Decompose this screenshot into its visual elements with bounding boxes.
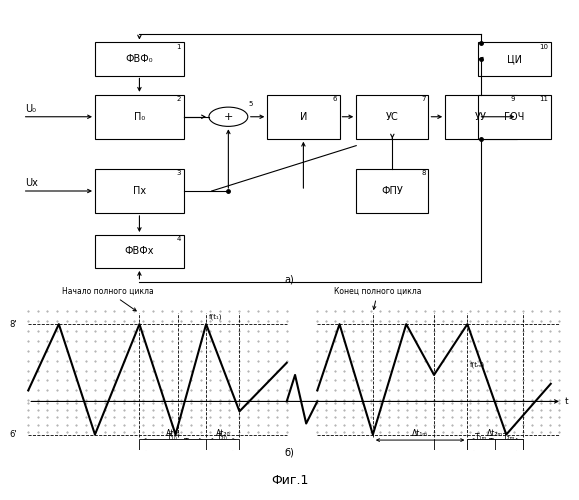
Text: T₂ₘ: T₂ₘ xyxy=(503,434,515,442)
Text: 3: 3 xyxy=(177,170,181,176)
Text: ФВФ₀: ФВФ₀ xyxy=(126,54,153,64)
Text: 8: 8 xyxy=(421,170,426,176)
Text: 6': 6' xyxy=(9,430,17,439)
Text: t: t xyxy=(565,397,568,406)
Text: Δt₂ₘ: Δt₂ₘ xyxy=(487,429,503,438)
Text: T₁₀: T₁₀ xyxy=(167,434,178,442)
Bar xyxy=(140,439,240,450)
Text: 2: 2 xyxy=(177,96,181,102)
Text: а): а) xyxy=(285,274,294,284)
Text: 7: 7 xyxy=(421,96,426,102)
Bar xyxy=(467,439,523,450)
Text: T₂₀: T₂₀ xyxy=(217,434,228,442)
Text: Δt₂₀: Δt₂₀ xyxy=(215,429,230,438)
Text: 5: 5 xyxy=(249,101,253,107)
Text: f(tₘ): f(tₘ) xyxy=(470,362,485,368)
Text: Фиг.1: Фиг.1 xyxy=(271,474,308,486)
Text: Tс₀: Tс₀ xyxy=(184,438,195,446)
Bar xyxy=(95,235,184,268)
Text: 11: 11 xyxy=(539,96,548,102)
Bar xyxy=(95,95,184,138)
Text: +: + xyxy=(223,112,233,122)
Text: 1: 1 xyxy=(177,44,181,50)
Text: УС: УС xyxy=(386,112,399,122)
Text: УУ: УУ xyxy=(475,112,488,122)
Text: ЦИ: ЦИ xyxy=(507,54,522,64)
Text: ФПУ: ФПУ xyxy=(382,186,403,196)
Text: Конец полного цикла: Конец полного цикла xyxy=(334,286,422,310)
Bar xyxy=(356,169,428,213)
Text: Пх: Пх xyxy=(133,186,146,196)
Text: Tсₘ: Tсₘ xyxy=(489,438,502,446)
Text: ФВФх: ФВФх xyxy=(124,246,154,256)
Bar xyxy=(478,42,551,76)
Bar xyxy=(95,169,184,213)
Text: б): б) xyxy=(284,448,295,458)
Text: U₀: U₀ xyxy=(25,104,36,114)
Bar xyxy=(445,95,518,138)
Text: Начало полного цикла: Начало полного цикла xyxy=(61,286,153,311)
Bar xyxy=(356,95,428,138)
Text: Uх: Uх xyxy=(25,178,38,188)
Text: Δt₁₀: Δt₁₀ xyxy=(166,429,180,438)
Text: И: И xyxy=(300,112,307,122)
Bar xyxy=(478,95,551,138)
Text: П₀: П₀ xyxy=(134,112,145,122)
Text: 6: 6 xyxy=(332,96,337,102)
Text: f(t₁): f(t₁) xyxy=(209,313,222,320)
Text: 9: 9 xyxy=(510,96,515,102)
Text: 10: 10 xyxy=(539,44,548,50)
Text: 8': 8' xyxy=(9,320,17,328)
Bar xyxy=(467,439,523,450)
Text: Δt₁ₘ: Δt₁ₘ xyxy=(412,429,428,438)
Text: T₁ₘ: T₁ₘ xyxy=(475,434,488,442)
Bar xyxy=(95,42,184,76)
Text: ГОЧ: ГОЧ xyxy=(504,112,525,122)
Text: 4: 4 xyxy=(177,236,181,242)
Bar xyxy=(267,95,339,138)
